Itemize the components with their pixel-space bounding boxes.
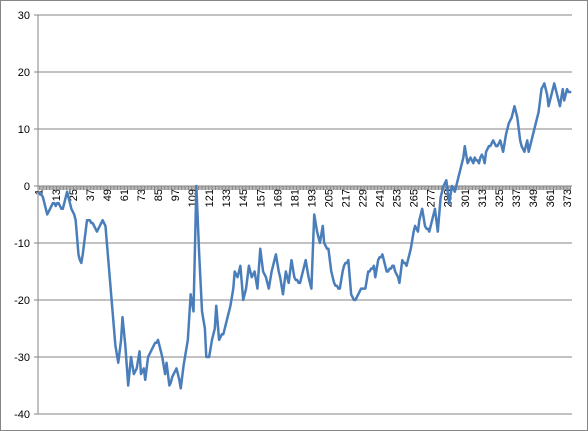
x-tick-label: 361 <box>545 189 557 207</box>
y-tick-label: -40 <box>14 409 30 421</box>
x-tick-label: 253 <box>392 189 404 207</box>
y-tick-label: -10 <box>14 238 30 250</box>
x-tick-label: 337 <box>511 189 523 207</box>
y-tick-label: 10 <box>18 124 30 136</box>
x-tick-label: 181 <box>289 189 301 207</box>
x-tick-label: 313 <box>477 189 489 207</box>
x-tick-label: 49 <box>102 189 114 201</box>
x-tick-label: 241 <box>375 189 387 207</box>
x-tick-label: 37 <box>85 189 97 201</box>
x-tick-label: 85 <box>153 189 165 201</box>
x-tick-label: 133 <box>221 189 233 207</box>
x-tick-label: 121 <box>204 189 216 207</box>
x-tick-label: 61 <box>119 189 131 201</box>
y-tick-label: -30 <box>14 352 30 364</box>
x-tick-label: 265 <box>409 189 421 207</box>
x-tick-label: 229 <box>358 189 370 207</box>
x-tick-label: 325 <box>494 189 506 207</box>
x-tick-label: 205 <box>323 189 335 207</box>
x-tick-label: 157 <box>255 189 267 207</box>
x-tick-label: 73 <box>136 189 148 201</box>
x-tick-label: 349 <box>528 189 540 207</box>
y-tick-label: -20 <box>14 295 30 307</box>
x-tick-label: 301 <box>460 189 472 207</box>
x-tick-label: 193 <box>306 189 318 207</box>
x-tick-label: 217 <box>340 189 352 207</box>
x-tick-label: 13 <box>51 189 63 201</box>
x-tick-label: 97 <box>170 189 182 201</box>
y-tick-label: 0 <box>24 181 30 193</box>
x-tick-label: 169 <box>272 189 284 207</box>
y-tick-label: 20 <box>18 67 30 79</box>
x-tick-label: 373 <box>562 189 574 207</box>
data-line <box>37 82 572 390</box>
x-tick-label: 277 <box>426 189 438 207</box>
y-tick-label: 30 <box>18 10 30 22</box>
x-tick-label: 145 <box>238 189 250 207</box>
x-tick-label: 25 <box>68 189 80 201</box>
